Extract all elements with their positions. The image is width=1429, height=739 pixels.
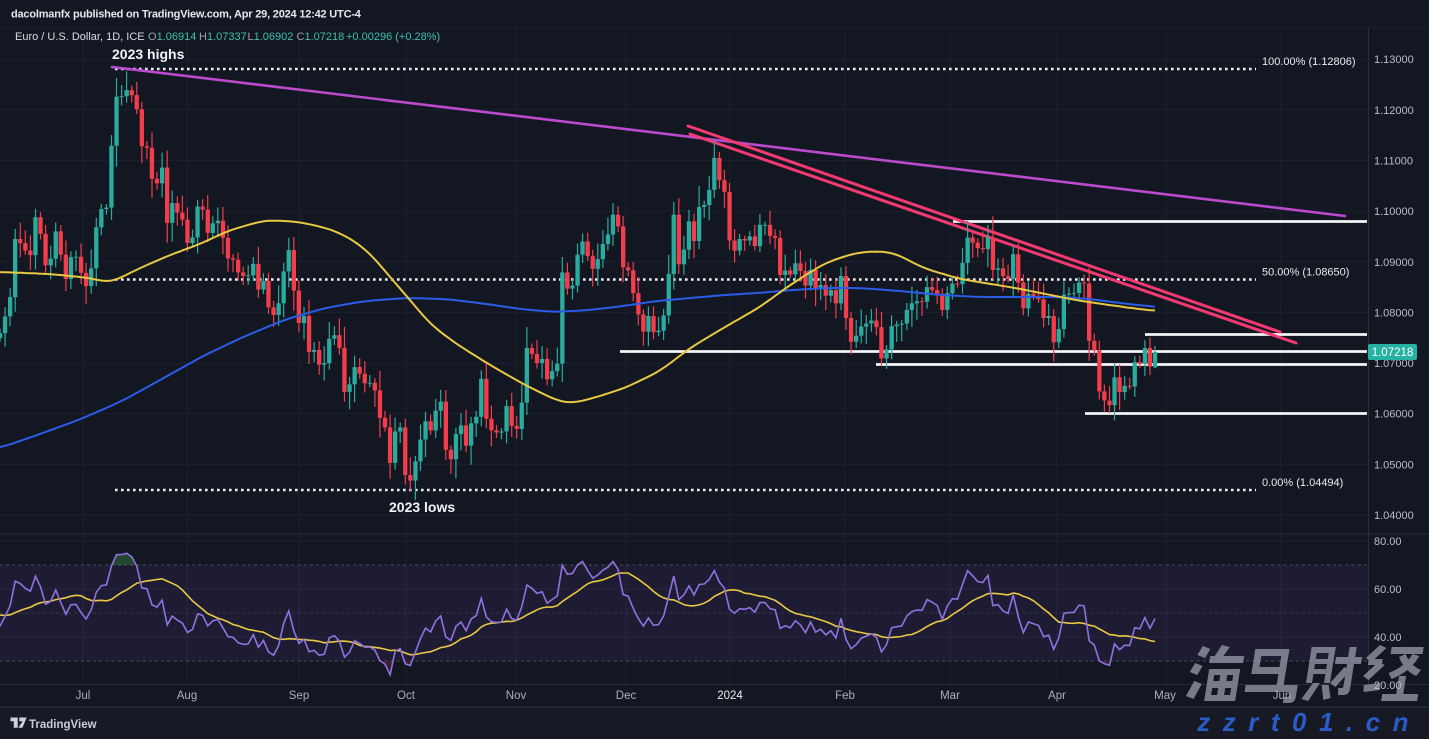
svg-text:20.00: 20.00: [1374, 680, 1402, 692]
svg-text:50.00% (1.08650): 50.00% (1.08650): [1262, 267, 1349, 279]
svg-text:1.12000: 1.12000: [1374, 105, 1414, 117]
svg-text:1.08000: 1.08000: [1374, 307, 1414, 319]
svg-text:100.00% (1.12806): 100.00% (1.12806): [1262, 56, 1356, 68]
svg-text:1.06000: 1.06000: [1374, 409, 1414, 421]
svg-text:Jul: Jul: [76, 690, 91, 702]
svg-text:Aug: Aug: [177, 690, 197, 702]
svg-text:zzrt01.cn: zzrt01.cn: [1196, 707, 1421, 737]
svg-text:40.00: 40.00: [1374, 632, 1402, 644]
svg-text:60.00: 60.00: [1374, 584, 1402, 596]
svg-text:H1.07337: H1.07337: [199, 31, 247, 43]
svg-text:2023 lows: 2023 lows: [389, 499, 455, 515]
svg-text:1.07000: 1.07000: [1374, 358, 1414, 370]
svg-text:+0.00296 (+0.28%): +0.00296 (+0.28%): [346, 31, 440, 43]
svg-text:May: May: [1154, 690, 1176, 702]
svg-text:O1.06914: O1.06914: [148, 31, 196, 43]
svg-text:Jun: Jun: [1273, 690, 1292, 702]
svg-text:L1.06902: L1.06902: [248, 31, 294, 43]
svg-text:Apr: Apr: [1048, 690, 1066, 702]
svg-text:1.04000: 1.04000: [1374, 510, 1414, 522]
svg-text:1.09000: 1.09000: [1374, 257, 1414, 269]
svg-text:Nov: Nov: [506, 690, 527, 702]
svg-text:Dec: Dec: [616, 690, 637, 702]
svg-text:1.07218: 1.07218: [1372, 347, 1414, 359]
svg-text:1.05000: 1.05000: [1374, 459, 1414, 471]
svg-text:Oct: Oct: [397, 690, 416, 702]
svg-text:Sep: Sep: [289, 690, 309, 702]
svg-text:1.10000: 1.10000: [1374, 206, 1414, 218]
svg-text:TradingView: TradingView: [29, 719, 97, 731]
svg-text:1.11000: 1.11000: [1374, 156, 1413, 168]
svg-text:C1.07218: C1.07218: [297, 31, 345, 43]
svg-text:Euro / U.S. Dollar, 1D, ICE: Euro / U.S. Dollar, 1D, ICE: [15, 31, 145, 43]
svg-text:2024: 2024: [717, 690, 743, 702]
svg-text:0.00% (1.04494): 0.00% (1.04494): [1262, 477, 1343, 489]
svg-text:2023 highs: 2023 highs: [112, 46, 185, 62]
svg-text:Feb: Feb: [835, 690, 855, 702]
svg-text:Mar: Mar: [940, 690, 960, 702]
svg-text:1.13000: 1.13000: [1374, 54, 1414, 66]
svg-text:dacolmanfx published on Tradin: dacolmanfx published on TradingView.com,…: [11, 9, 362, 21]
svg-text:80.00: 80.00: [1374, 536, 1402, 548]
